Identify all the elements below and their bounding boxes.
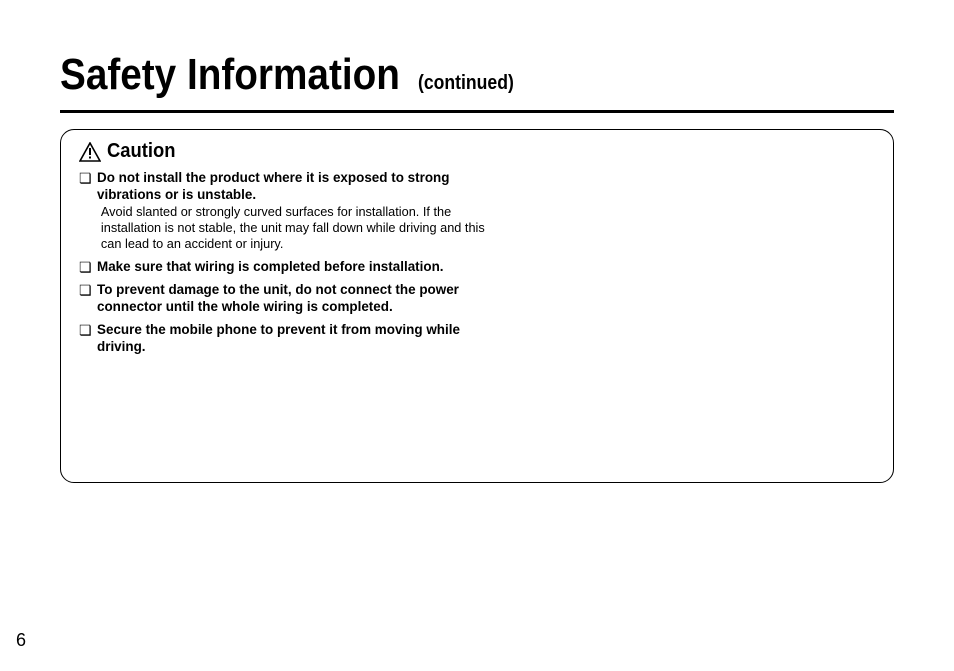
bullet-icon: ❏ [79,321,97,355]
bullet-icon: ❏ [79,169,97,252]
page-title-row: Safety Information (continued) [60,50,894,100]
warning-triangle-icon [79,142,101,162]
caution-item-body: To prevent damage to the unit, do not co… [97,281,509,315]
caution-item: ❏ Secure the mobile phone to prevent it … [79,321,509,355]
caution-item-heading: Secure the mobile phone to prevent it fr… [97,321,493,355]
page-title-continued: (continued) [418,72,514,95]
bullet-icon: ❏ [79,258,97,275]
caution-item-body: Make sure that wiring is completed befor… [97,258,509,275]
document-page: Safety Information (continued) Caution ❏… [0,0,954,671]
caution-item: ❏ To prevent damage to the unit, do not … [79,281,509,315]
title-rule [60,110,894,113]
caution-item: ❏ Make sure that wiring is completed bef… [79,258,509,275]
page-title: Safety Information [60,50,400,100]
caution-heading-row: Caution [79,140,875,163]
caution-item: ❏ Do not install the product where it is… [79,169,509,252]
caution-box: Caution ❏ Do not install the product whe… [60,129,894,483]
caution-items: ❏ Do not install the product where it is… [79,169,509,355]
caution-item-detail: Avoid slanted or strongly curved surface… [97,204,501,252]
caution-item-body: Secure the mobile phone to prevent it fr… [97,321,509,355]
bullet-icon: ❏ [79,281,97,315]
page-number: 6 [16,630,26,651]
caution-item-heading: Do not install the product where it is e… [97,169,493,203]
caution-label: Caution [107,140,175,163]
caution-item-heading: To prevent damage to the unit, do not co… [97,281,493,315]
caution-item-heading: Make sure that wiring is completed befor… [97,258,493,275]
caution-item-body: Do not install the product where it is e… [97,169,509,252]
